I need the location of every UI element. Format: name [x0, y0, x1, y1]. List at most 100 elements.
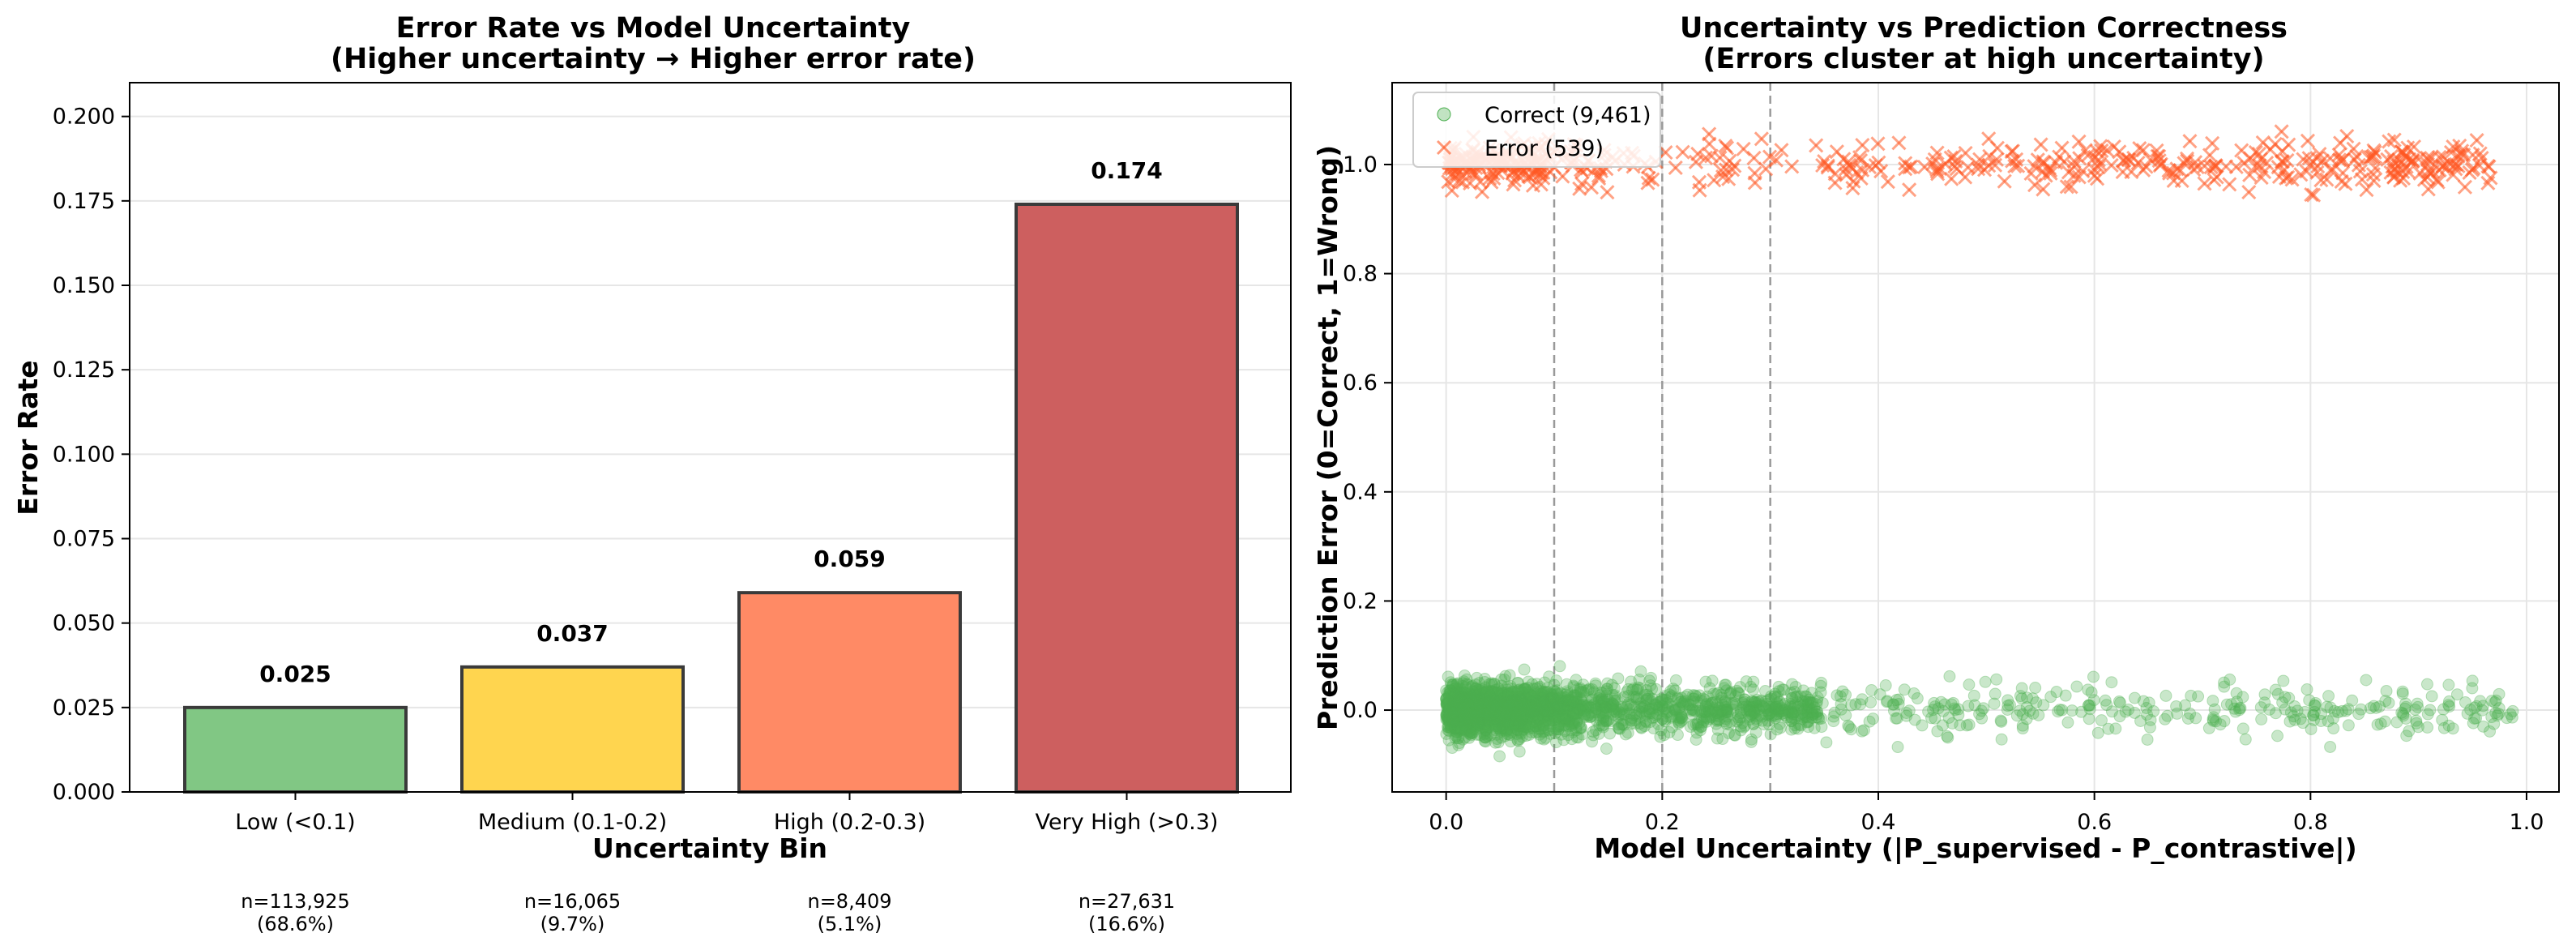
correct-point: [1457, 708, 1470, 721]
correct-point: [1519, 683, 1532, 695]
correct-point: [1536, 697, 1549, 710]
bar-chart-y-axis-label: Error Rate: [12, 360, 44, 515]
correct-point: [1525, 707, 1538, 720]
correct-point: [1531, 696, 1544, 709]
correct-point: [1448, 721, 1461, 734]
correct-point: [1745, 708, 1758, 721]
correct-point: [1532, 720, 1545, 733]
correct-point: [1458, 712, 1471, 725]
correct-point: [1552, 723, 1565, 736]
error-point: [2480, 175, 2496, 190]
correct-point: [1679, 698, 1692, 711]
correct-point: [2378, 715, 2391, 728]
correct-point: [1458, 706, 1471, 719]
correct-point: [1449, 699, 1462, 712]
correct-point: [1450, 725, 1463, 738]
correct-point: [2192, 690, 2205, 703]
correct-point: [2314, 715, 2327, 728]
correct-point: [2300, 683, 2313, 696]
correct-point: [1470, 705, 1483, 718]
correct-point: [1979, 675, 1992, 688]
error-point: [1572, 181, 1587, 196]
correct-point: [1511, 705, 1524, 718]
bar-chart: Error Rate vs Model Uncertainty (Higher …: [12, 12, 1292, 935]
correct-point: [1597, 714, 1610, 727]
correct-point: [1976, 712, 1989, 725]
bar-value-label: 0.025: [259, 661, 331, 687]
correct-point: [1457, 704, 1470, 717]
correct-point: [1442, 692, 1455, 705]
correct-point: [1650, 708, 1663, 721]
correct-point: [1839, 709, 1852, 722]
correct-point: [1453, 691, 1466, 704]
scatter-chart: Uncertainty vs Prediction Correctness (E…: [1312, 12, 2560, 864]
bar-value-label: 0.059: [814, 546, 886, 572]
correct-point: [2220, 698, 2233, 711]
correct-point: [1523, 702, 1536, 715]
correct-point: [1911, 692, 1924, 705]
correct-point: [1447, 701, 1460, 714]
correct-point: [2342, 719, 2355, 732]
correct-point: [1531, 695, 1544, 708]
correct-point: [1502, 703, 1515, 716]
correct-point: [1504, 712, 1517, 725]
correct-point: [1562, 715, 1575, 728]
correct-point: [1506, 703, 1519, 716]
correct-point: [1960, 719, 1973, 732]
correct-point: [1491, 720, 1504, 733]
correct-point: [1474, 688, 1487, 701]
scatter-chart-y-tick-label: 0.6: [1343, 370, 1378, 396]
correct-point: [1492, 692, 1505, 705]
correct-point: [1887, 698, 1900, 711]
correct-point: [2276, 696, 2289, 709]
correct-point: [1695, 712, 1708, 725]
correct-point: [1491, 706, 1504, 719]
correct-point: [1754, 699, 1767, 712]
correct-point: [1479, 689, 1492, 702]
correct-point: [1493, 712, 1506, 725]
correct-point: [1506, 706, 1519, 719]
correct-point: [2143, 721, 2156, 734]
correct-point: [1504, 706, 1517, 719]
correct-point: [1459, 704, 1472, 717]
correct-point: [1644, 715, 1657, 728]
correct-point: [1591, 702, 1604, 715]
correct-point: [1471, 694, 1484, 707]
correct-point: [1541, 698, 1554, 711]
correct-point: [1473, 708, 1486, 721]
correct-point: [1547, 688, 1560, 701]
correct-point: [1489, 704, 1502, 717]
correct-point: [1570, 690, 1583, 703]
scatter-chart-y-tick-label: 1.0: [1343, 152, 1378, 178]
correct-point: [1442, 711, 1455, 724]
correct-point: [2485, 695, 2498, 708]
correct-point: [1540, 686, 1553, 699]
correct-point: [1571, 695, 1584, 708]
correct-point: [1801, 703, 1814, 716]
correct-point: [1546, 701, 1559, 714]
correct-point: [1466, 679, 1479, 692]
correct-point: [1780, 711, 1793, 724]
correct-point: [1963, 678, 1976, 691]
correct-point: [1502, 687, 1515, 700]
correct-point: [1463, 725, 1476, 738]
correct-point: [2053, 704, 2066, 717]
correct-point: [1575, 694, 1588, 707]
correct-point: [1514, 695, 1527, 708]
correct-point: [1706, 696, 1719, 709]
correct-point: [1682, 698, 1695, 711]
correct-point: [2208, 703, 2221, 716]
correct-point: [1463, 731, 1476, 744]
correct-point: [2206, 713, 2219, 726]
correct-point: [1787, 708, 1800, 721]
bar-count-label: n=27,631: [1079, 890, 1175, 913]
correct-point: [1514, 690, 1527, 703]
correct-point: [1686, 704, 1699, 717]
correct-point: [1699, 700, 1712, 712]
correct-point: [2399, 700, 2412, 713]
correct-point: [1845, 699, 1858, 712]
correct-point: [1587, 699, 1600, 712]
correct-point: [1484, 712, 1497, 725]
correct-point: [1452, 714, 1465, 727]
correct-point: [1572, 731, 1585, 744]
